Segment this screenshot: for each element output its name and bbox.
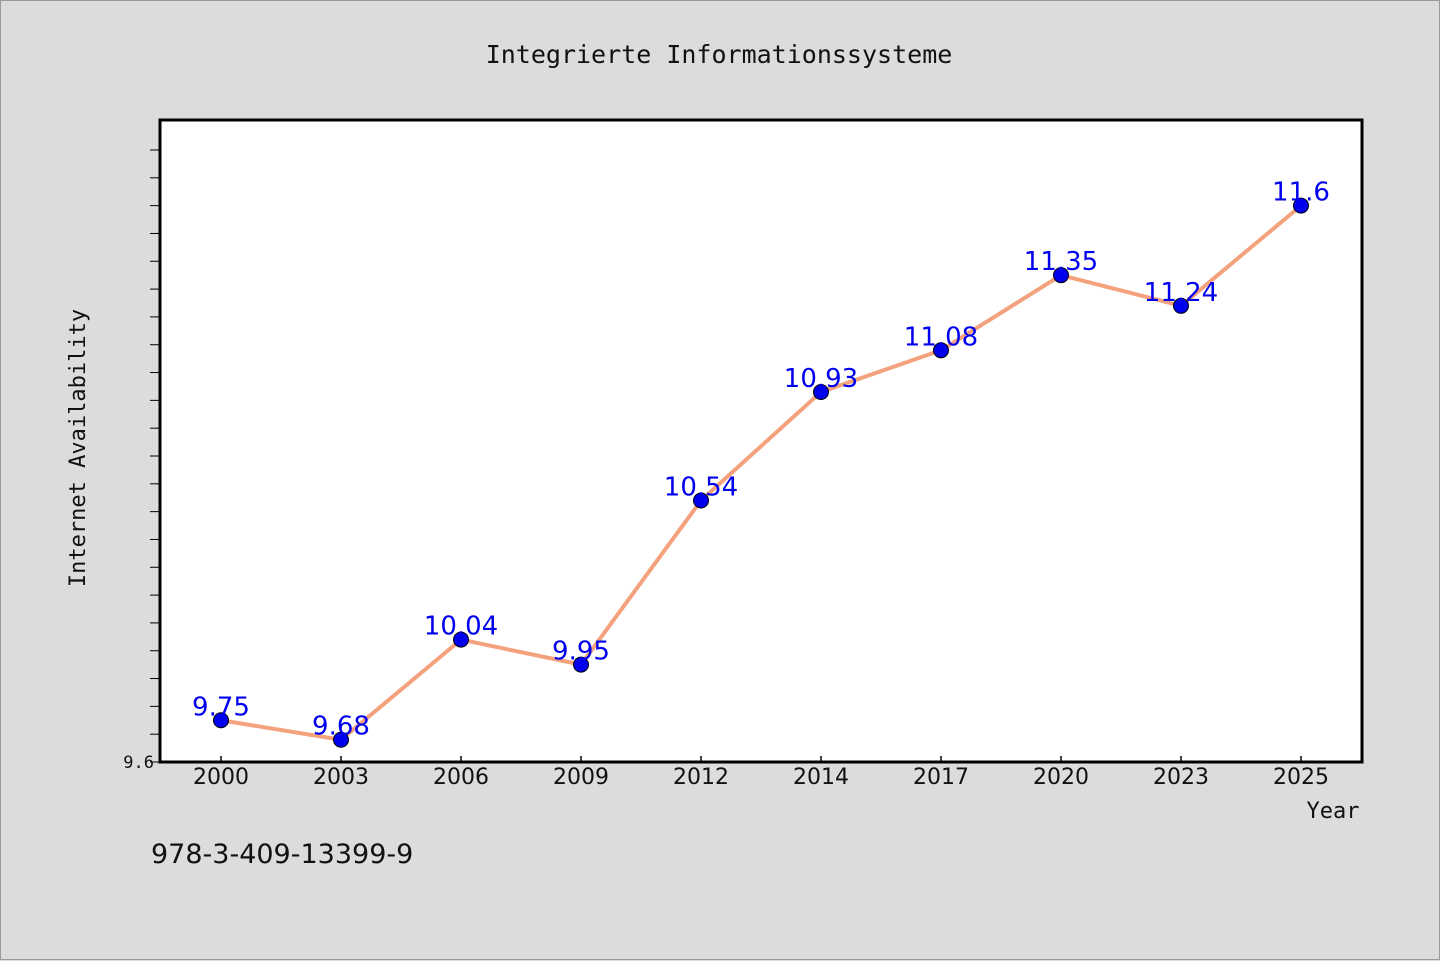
series-layer	[213, 197, 1309, 748]
data-point	[1173, 297, 1189, 314]
data-point	[933, 342, 949, 359]
x-tick-label: 2003	[313, 765, 369, 790]
x-tick-label: 2006	[433, 765, 489, 790]
data-point	[1293, 197, 1309, 214]
data-label: 10.54	[664, 473, 738, 503]
data-labels: 9.75 9.68 10.04 9.95 10.54 10.93 11.08 11.35 11.…	[192, 178, 1330, 742]
y-axis-ticks: 9.6	[123, 149, 160, 773]
y-tick-label: 9.6	[123, 753, 154, 773]
series-line	[219, 203, 1303, 742]
data-label: 9.75	[192, 692, 250, 722]
data-label: 11.35	[1024, 247, 1098, 277]
data-point	[573, 656, 589, 673]
data-label: 11.08	[904, 322, 978, 352]
data-label: 11.24	[1144, 278, 1218, 308]
x-tick-label: 2009	[553, 765, 609, 790]
data-label: 9.68	[312, 712, 370, 742]
x-tick-label: 2014	[793, 765, 849, 790]
data-point	[813, 384, 829, 401]
footer-code: 978-3-409-13399-9	[151, 839, 413, 870]
data-label: 11.6	[1272, 178, 1330, 208]
x-tick-label: 2023	[1153, 765, 1209, 790]
data-point	[453, 631, 469, 648]
x-tick-label: 2025	[1273, 765, 1329, 790]
data-label: 9.95	[552, 637, 610, 667]
x-tick-label: 2020	[1033, 765, 1089, 790]
plot-area	[158, 118, 1364, 764]
data-point	[1053, 267, 1069, 284]
x-tick-label: 2017	[913, 765, 969, 790]
x-tick-label: 2000	[193, 765, 249, 790]
data-point	[213, 712, 229, 729]
chart-title: Integrierte Informationssysteme	[486, 40, 953, 69]
x-axis-ticks: 2000 2003 2006 2009 2012 2014 2017 2020 2023 2025	[193, 756, 1329, 790]
data-label: 10.93	[784, 364, 858, 394]
y-axis-label: Internet Availability	[66, 309, 91, 587]
data-label: 10.04	[424, 612, 498, 642]
x-axis-label: Year	[1307, 799, 1360, 824]
x-tick-label: 2012	[673, 765, 729, 790]
data-point	[333, 731, 349, 748]
data-point	[693, 492, 709, 509]
